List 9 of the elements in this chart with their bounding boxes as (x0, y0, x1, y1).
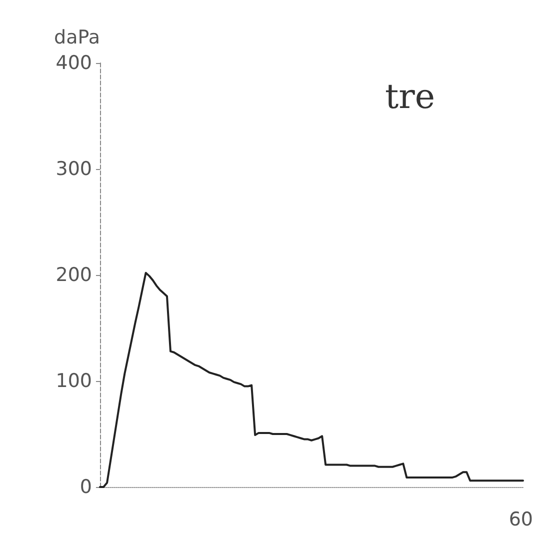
annotation: tre (385, 77, 436, 117)
y-axis-title: daPa (54, 26, 100, 48)
y-tick-label: 400 (56, 52, 92, 74)
y-tick-label: 200 (56, 264, 92, 286)
y-tick-label: 300 (56, 158, 92, 180)
y-tick-label: 0 (80, 476, 92, 498)
text: 60 (508, 508, 534, 530)
y-tick-label: 100 (56, 370, 92, 392)
line-series (99, 272, 524, 488)
